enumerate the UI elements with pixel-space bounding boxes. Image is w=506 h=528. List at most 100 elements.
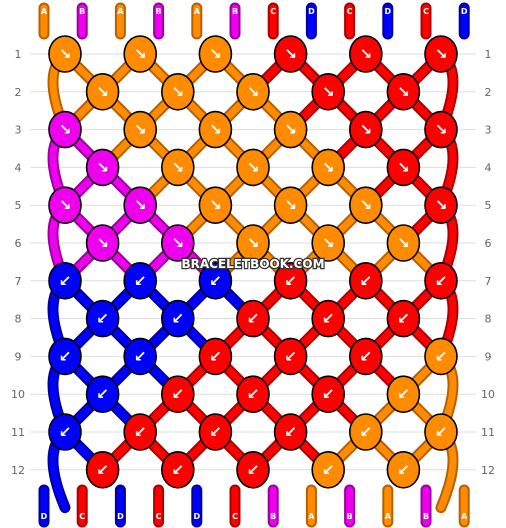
knot: ↘	[273, 35, 308, 73]
knot-body	[85, 148, 120, 187]
knot-body	[123, 337, 157, 376]
knot: ↘	[348, 186, 383, 224]
knot: ↙	[386, 450, 421, 489]
knot-body	[311, 224, 346, 262]
bottom-strand-label: B	[347, 512, 353, 521]
knot-body	[273, 35, 308, 73]
arrow-down-right-icon: ↘	[59, 121, 72, 139]
arrow-down-left-icon: ↙	[172, 461, 185, 479]
knot-body	[48, 186, 82, 224]
row-number-right: 4	[485, 161, 492, 174]
knot-body	[161, 148, 195, 187]
arrow-down-right-icon: ↘	[360, 121, 373, 139]
knot-body	[424, 261, 458, 300]
knot: ↙	[386, 375, 421, 414]
arrow-down-right-icon: ↘	[322, 83, 335, 101]
knot-body	[198, 337, 233, 376]
knot-grid: ↘ ↘ ↘ ↘ ↘ ↘ ↘ ↘ ↘ ↘ ↘ ↘ ↘ ↘ ↘ ↘ ↘ ↘ ↘ ↘ ↘ ↘ ↘ ↘ ↘ ↘ ↘ ↘ ↘ ↘ ↘ ↘ ↘ ↙ ↙ ↙ ↙ ↙ ↙ ↙…	[48, 35, 458, 489]
knot: ↘	[48, 110, 82, 149]
bottom-strand-label: C	[156, 512, 162, 521]
knot-body	[273, 186, 308, 224]
knot-body	[48, 110, 82, 149]
arrow-down-left-icon: ↙	[397, 310, 410, 328]
knot: ↘	[348, 110, 383, 149]
watermark: BRACELETBOOK.COM	[181, 257, 324, 271]
arrow-down-right-icon: ↘	[435, 45, 448, 63]
knot-body	[85, 224, 120, 262]
knot: ↙	[348, 337, 383, 376]
knot: ↙	[424, 413, 458, 451]
knot: ↙	[236, 299, 270, 338]
arrow-down-right-icon: ↘	[284, 196, 297, 214]
knot: ↘	[386, 148, 421, 187]
knot-body	[386, 299, 421, 338]
knot: ↘	[85, 73, 120, 111]
arrow-down-left-icon: ↙	[209, 272, 222, 290]
knot-body	[85, 73, 120, 111]
knot-body	[48, 261, 82, 300]
knot: ↙	[348, 413, 383, 451]
knot: ↙	[273, 261, 308, 300]
row-number-left: 3	[15, 124, 22, 137]
row-number-right: 9	[485, 350, 492, 363]
knot-body	[236, 299, 270, 338]
arrow-down-right-icon: ↘	[360, 45, 373, 63]
bottom-strand-label: A	[461, 512, 468, 521]
knot: ↘	[161, 224, 195, 262]
knot: ↘	[198, 35, 233, 73]
row-number-left: 10	[11, 388, 25, 401]
arrow-down-right-icon: ↘	[435, 121, 448, 139]
knot: ↙	[386, 299, 421, 338]
knot: ↘	[236, 73, 270, 111]
knot: ↙	[161, 299, 195, 338]
knot: ↘	[161, 73, 195, 111]
arrow-down-right-icon: ↘	[322, 158, 335, 176]
row-number-right: 8	[485, 313, 492, 326]
top-strand-label: B	[156, 7, 162, 16]
arrow-down-left-icon: ↙	[59, 423, 72, 441]
row-number-right: 12	[481, 464, 495, 477]
row-number-left: 11	[11, 426, 25, 439]
knot-body	[161, 224, 195, 262]
knot-body	[348, 261, 383, 300]
knot-body	[424, 337, 458, 376]
knot: ↙	[273, 337, 308, 376]
arrow-down-left-icon: ↙	[59, 347, 72, 365]
knot-body	[424, 110, 458, 149]
knot-body	[198, 413, 233, 451]
knot: ↙	[123, 261, 157, 300]
arrow-down-left-icon: ↙	[172, 385, 185, 403]
knot-body	[161, 375, 195, 414]
knot: ↘	[123, 35, 157, 73]
knot: ↙	[48, 337, 82, 376]
arrow-down-left-icon: ↙	[435, 347, 448, 365]
arrow-down-left-icon: ↙	[172, 310, 185, 328]
knot-body	[123, 413, 157, 451]
arrow-down-right-icon: ↘	[284, 45, 297, 63]
row-number-right: 10	[481, 388, 495, 401]
knot-body	[123, 261, 157, 300]
row-number-right: 11	[481, 426, 495, 439]
row-number-left: 9	[15, 350, 22, 363]
knot-body	[236, 224, 270, 262]
knot: ↘	[311, 224, 346, 262]
knot: ↙	[85, 450, 120, 489]
knot: ↘	[236, 148, 270, 187]
knot: ↙	[424, 337, 458, 376]
row-number-right: 2	[485, 86, 492, 99]
top-strand-label: C	[270, 7, 276, 16]
arrow-down-left-icon: ↙	[96, 385, 109, 403]
knot: ↘	[424, 186, 458, 224]
arrow-down-right-icon: ↘	[172, 234, 185, 252]
bottom-strand-label: C	[232, 512, 238, 521]
knot: ↘	[123, 186, 157, 224]
knot-body	[386, 450, 421, 489]
knot-body	[273, 261, 308, 300]
knot-body	[311, 148, 346, 187]
knot-body	[424, 186, 458, 224]
knot: ↙	[348, 261, 383, 300]
knot-body	[348, 35, 383, 73]
bottom-strand-label: B	[423, 512, 429, 521]
strand-ends	[38, 2, 470, 528]
